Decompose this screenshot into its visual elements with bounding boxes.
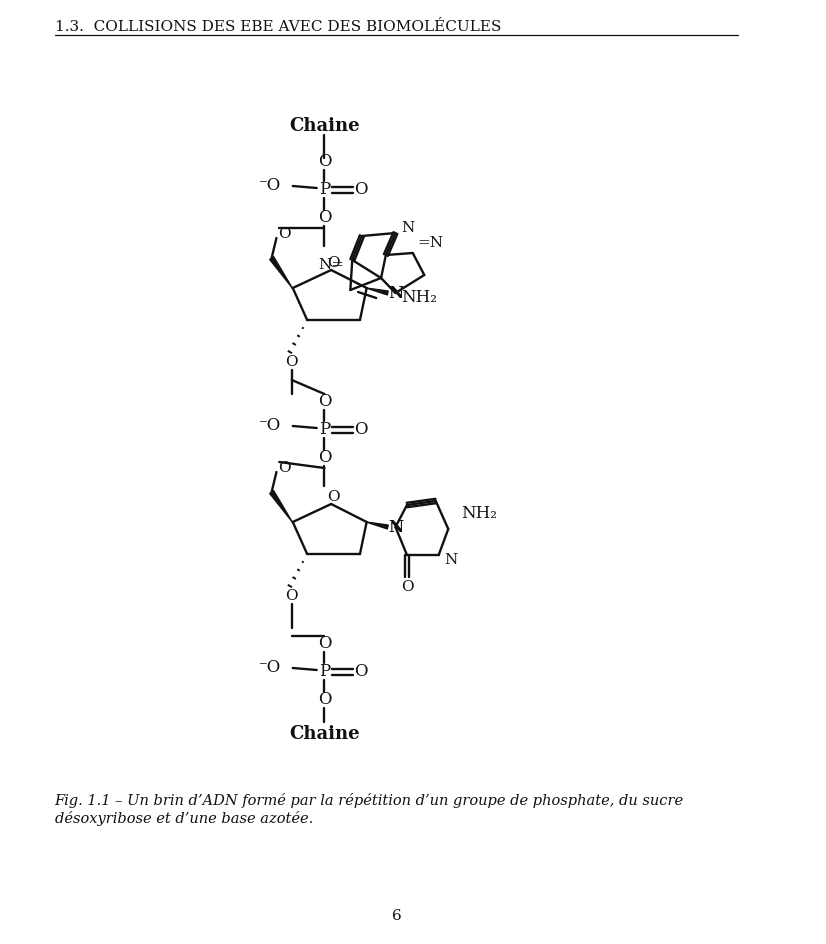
Text: O: O <box>286 589 298 603</box>
Text: N: N <box>388 518 403 535</box>
Text: O: O <box>401 580 413 594</box>
Text: O: O <box>318 692 331 709</box>
Polygon shape <box>366 288 388 295</box>
Text: O: O <box>318 449 331 466</box>
Text: P: P <box>319 664 330 681</box>
Text: Chaine: Chaine <box>289 725 360 743</box>
Text: O: O <box>327 490 339 504</box>
Text: O: O <box>318 210 331 227</box>
Text: Fig. 1.1 – Un brin d’ADN formé par la répétition d’un groupe de phosphate, du su: Fig. 1.1 – Un brin d’ADN formé par la ré… <box>55 793 684 807</box>
Text: ⁻O: ⁻O <box>259 417 281 434</box>
Text: O: O <box>318 394 331 411</box>
Text: ⁻O: ⁻O <box>259 660 281 677</box>
Text: N: N <box>388 284 403 301</box>
Text: NH₂: NH₂ <box>401 290 437 307</box>
Text: =N: =N <box>417 236 444 250</box>
Text: O: O <box>354 664 368 681</box>
Text: 1.3.  COLLISIONS DES EBE AVEC DES BIOMOLÉCULES: 1.3. COLLISIONS DES EBE AVEC DES BIOMOLÉ… <box>55 20 501 34</box>
Polygon shape <box>270 491 292 522</box>
Text: O: O <box>354 422 368 439</box>
Text: P: P <box>319 181 330 198</box>
Polygon shape <box>270 257 292 288</box>
Text: NH₂: NH₂ <box>461 505 497 522</box>
Text: O: O <box>286 355 298 369</box>
Text: N: N <box>401 221 415 235</box>
Text: O: O <box>354 181 368 198</box>
Polygon shape <box>366 522 388 529</box>
Text: 6: 6 <box>392 909 401 923</box>
Text: N=: N= <box>319 258 344 272</box>
Text: P: P <box>319 422 330 439</box>
Text: O: O <box>278 461 291 475</box>
Text: O: O <box>327 256 339 270</box>
Text: O: O <box>318 154 331 171</box>
Text: ⁻O: ⁻O <box>259 177 281 194</box>
Text: O: O <box>318 635 331 652</box>
Text: Chaine: Chaine <box>289 117 360 135</box>
Text: désoxyribose et d’une base azotée.: désoxyribose et d’une base azotée. <box>55 811 313 825</box>
Text: N: N <box>444 553 458 567</box>
Text: O: O <box>278 227 291 241</box>
